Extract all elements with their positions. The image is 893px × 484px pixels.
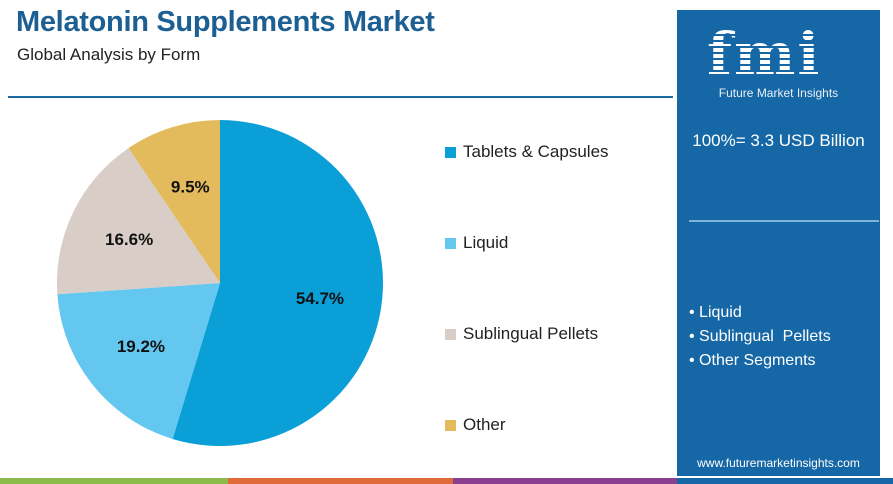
fmi-logo: fmi: [707, 20, 822, 88]
footer-bar-blue: [677, 478, 893, 484]
legend-label: Liquid: [463, 233, 509, 252]
data-label: 9.5%: [171, 177, 210, 196]
segment-bullet: • Liquid: [689, 304, 742, 321]
logo-subtitle: Future Market Insights: [718, 86, 839, 100]
pie-chart: 54.7% 19.2% 16.6% 9.5%: [56, 120, 384, 446]
data-label: 54.7%: [296, 289, 344, 308]
info-panel: fmi Future Market Insights 100%= 3.3 USD…: [677, 10, 880, 476]
legend-label: Other: [463, 415, 506, 434]
pie-slice-other: [128, 120, 220, 283]
data-label: 16.6%: [105, 230, 153, 249]
legend-item: Other: [445, 415, 506, 435]
website-link[interactable]: www.futuremarketinsights.com: [697, 456, 860, 470]
market-total: 100%= 3.3 USD Billion: [692, 131, 865, 150]
legend-swatch: [445, 237, 456, 249]
pie-slice-liquid: [57, 283, 220, 439]
segment-bullet: • Other Segments: [689, 352, 816, 369]
legend-label: Sublingual Pellets: [463, 324, 599, 343]
page-title: Melatonin Supplements Market: [16, 6, 435, 38]
legend-item: Sublingual Pellets: [445, 324, 598, 344]
pie-slice-sublingual-pellets: [56, 148, 220, 295]
legend-swatch: [445, 328, 456, 340]
footer-bar-green: [0, 478, 228, 484]
footer-bar-orange: [228, 478, 453, 484]
divider: [8, 96, 673, 98]
legend-swatch: [445, 146, 456, 158]
legend-label: Tablets & Capsules: [463, 142, 609, 161]
legend-item: Tablets & Capsules: [445, 142, 609, 162]
footer-bar-purple: [453, 478, 677, 484]
panel-divider: [689, 220, 879, 222]
page-subtitle: Global Analysis by Form: [17, 45, 201, 64]
segment-bullet: • Sublingual Pellets: [689, 328, 831, 345]
legend-swatch: [445, 419, 456, 431]
pie-slice-tablets-capsules: [172, 120, 384, 446]
legend-item: Liquid: [445, 233, 508, 253]
data-label: 19.2%: [117, 337, 165, 356]
